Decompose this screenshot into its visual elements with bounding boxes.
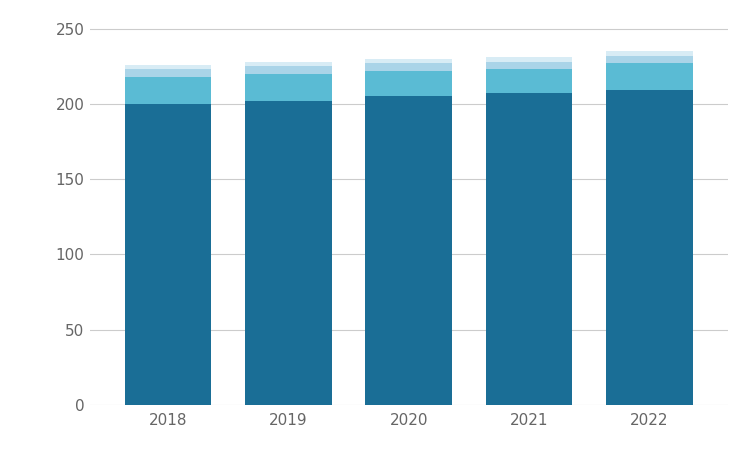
Bar xyxy=(606,63,692,90)
Bar xyxy=(486,57,572,62)
Bar xyxy=(365,63,452,71)
Bar xyxy=(125,77,212,104)
Bar xyxy=(245,62,332,66)
Bar xyxy=(606,56,692,63)
Bar xyxy=(606,51,692,56)
Bar xyxy=(245,101,332,405)
Bar xyxy=(365,58,452,63)
Bar xyxy=(365,96,452,405)
Bar xyxy=(486,69,572,93)
Bar xyxy=(245,74,332,101)
Bar xyxy=(606,90,692,405)
Bar xyxy=(125,104,212,405)
Bar xyxy=(486,62,572,69)
Bar xyxy=(365,71,452,96)
Bar xyxy=(125,65,212,69)
Bar xyxy=(125,69,212,77)
Bar xyxy=(486,93,572,405)
Bar xyxy=(245,66,332,74)
